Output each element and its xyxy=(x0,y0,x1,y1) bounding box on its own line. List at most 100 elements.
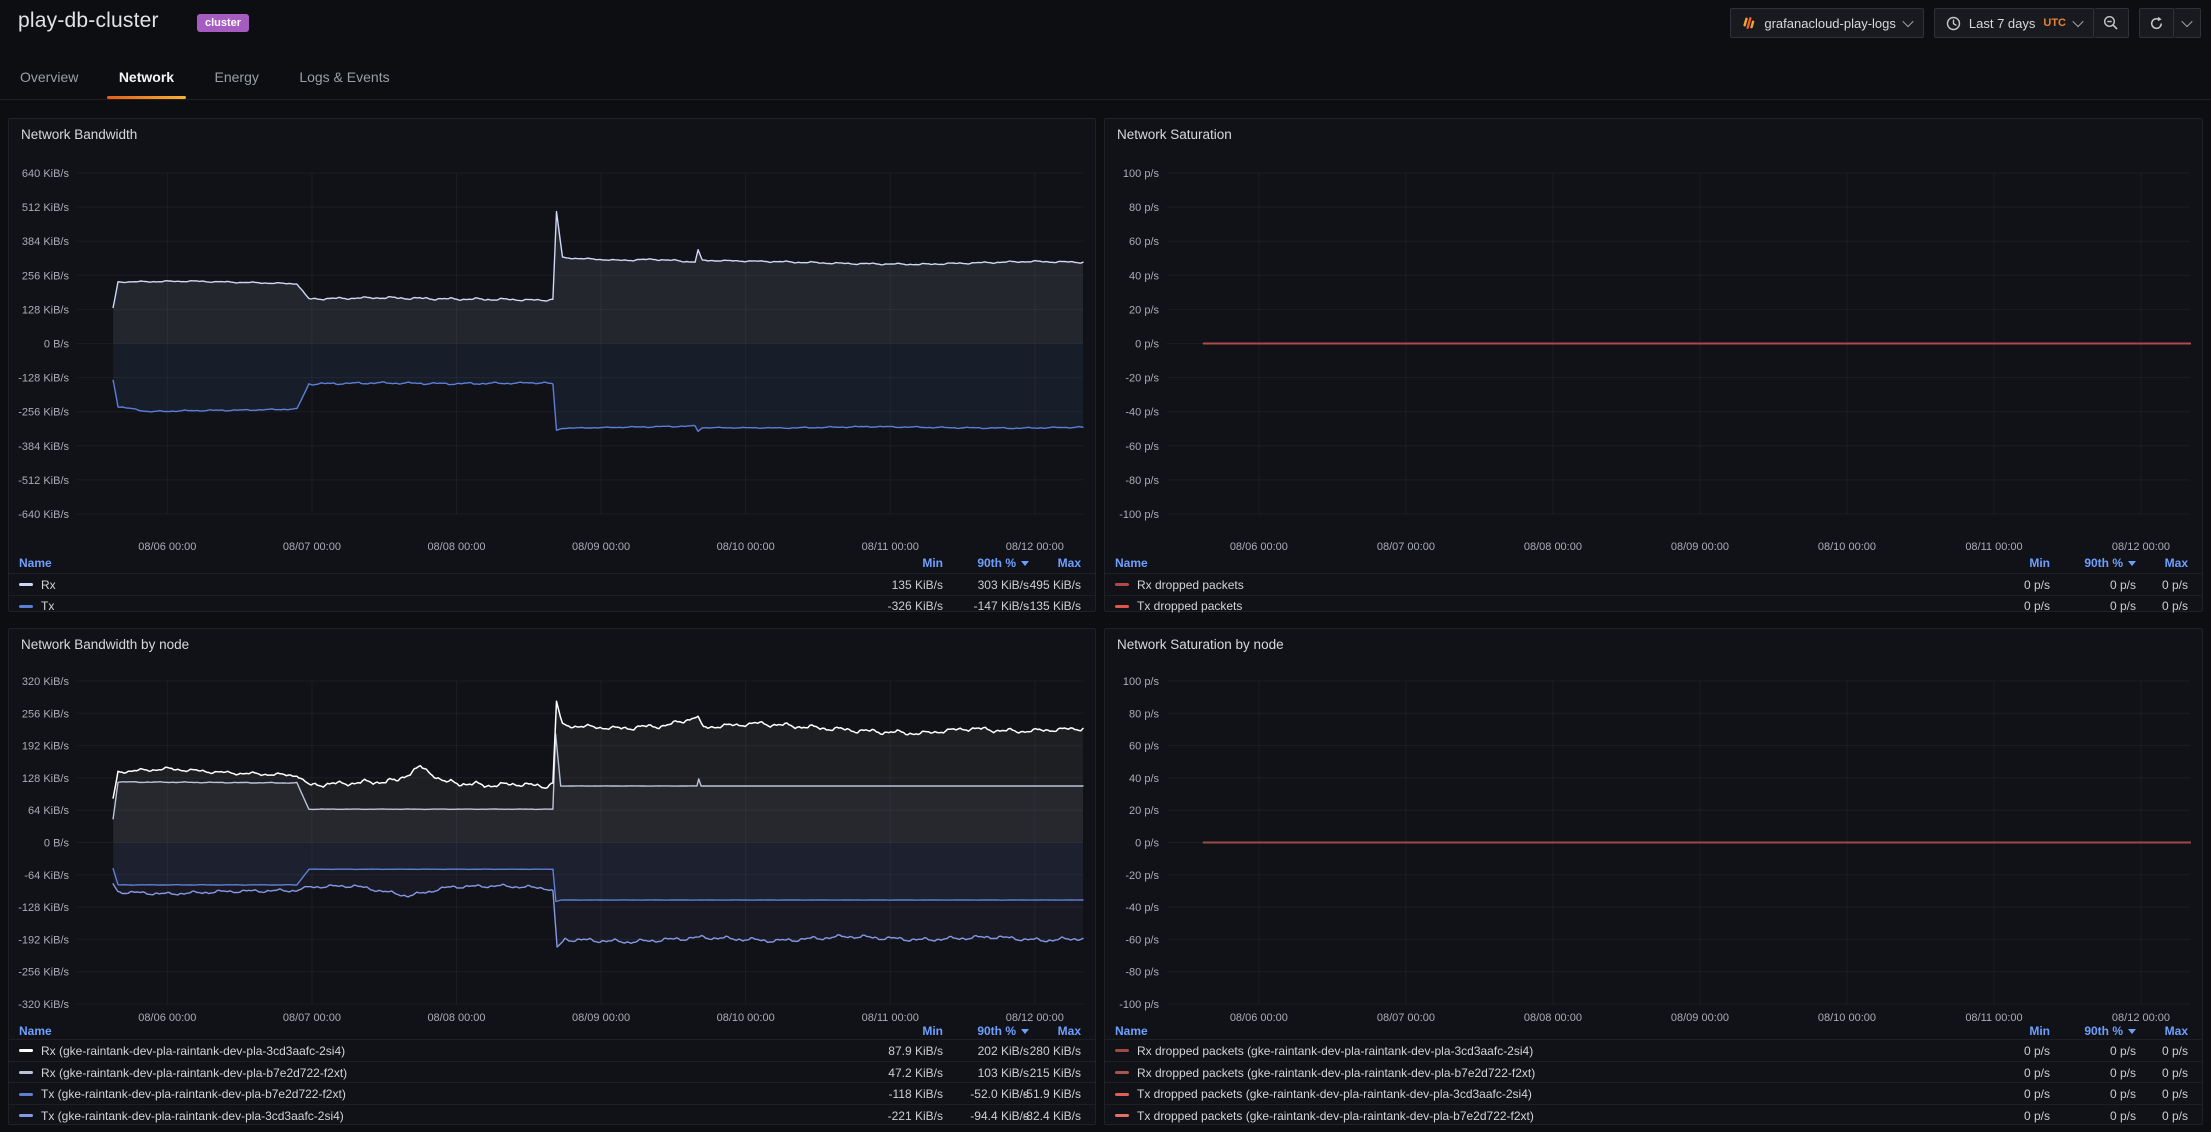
x-axis-tick-label: 08/09 00:00 xyxy=(1671,541,1729,553)
legend-sort-p90[interactable]: 90th % xyxy=(977,1024,1029,1038)
y-axis-tick-label: -256 KiB/s xyxy=(18,967,69,979)
y-axis-tick-label: -60 p/s xyxy=(1125,934,1159,946)
time-series-chart[interactable]: 100 p/s 80 p/s 60 p/s 40 p/s 20 p/s 0 p/s -20 … xyxy=(1105,119,2202,611)
time-range-label: Last 7 days xyxy=(1968,15,2036,31)
x-axis-tick-label: 08/11 00:00 xyxy=(862,1012,919,1024)
legend-item[interactable]: Rx dropped packets (gke-raintank-dev-pla… xyxy=(1105,1060,2202,1084)
legend-item[interactable]: Tx dropped packets (gke-raintank-dev-pla… xyxy=(1105,1082,2202,1105)
time-series-chart[interactable]: 100 p/s 80 p/s 60 p/s 40 p/s 20 p/s 0 p/s -20 … xyxy=(1105,629,2202,1124)
legend-item[interactable]: Rx (gke-raintank-dev-pla-raintank-dev-pl… xyxy=(9,1039,1095,1062)
x-axis-tick-label: 08/08 00:00 xyxy=(427,541,485,553)
legend-max-value: -135 KiB/s xyxy=(1025,599,1081,614)
legend-sort-max[interactable]: Max xyxy=(1057,556,1081,570)
datasource-name: grafanacloud-play-logs xyxy=(1764,15,1896,31)
legend: Name Min 90th % Max Rx dropped packets 0 p/s 0… xyxy=(1105,119,2202,613)
legend-max-value: 215 KiB/s xyxy=(1029,1065,1081,1080)
panel-title[interactable]: Network Bandwidth by node xyxy=(21,637,190,652)
legend-sort-min[interactable]: Min xyxy=(2029,556,2050,570)
legend-item[interactable]: Tx (gke-raintank-dev-pla-raintank-dev-pl… xyxy=(9,1082,1095,1105)
series-color-swatch xyxy=(1115,1092,1129,1096)
y-axis-tick-label: 0 p/s xyxy=(1135,339,1159,351)
legend-max-value: 0 p/s xyxy=(2161,599,2188,614)
time-series-chart[interactable]: 320 KiB/s 256 KiB/s 192 KiB/s 128 KiB/s 64 K… xyxy=(9,629,1095,1124)
legend-item[interactable]: Rx 135 KiB/s 303 KiB/s 495 KiB/s xyxy=(9,573,1095,596)
legend-sort-max[interactable]: Max xyxy=(2164,1024,2188,1038)
legend-item[interactable]: Rx dropped packets 0 p/s 0 p/s 0 p/s xyxy=(1105,573,2202,596)
sort-caret-icon xyxy=(2128,561,2136,566)
y-axis-tick-label: 256 KiB/s xyxy=(22,708,70,720)
series-line xyxy=(112,379,1084,433)
legend-item[interactable]: Tx dropped packets (gke-raintank-dev-pla… xyxy=(1105,1104,2202,1127)
cluster-tag[interactable]: cluster xyxy=(197,14,250,32)
legend: Name Min 90th % Max Rx (gke-raintank-dev-pla… xyxy=(9,629,1095,1124)
y-axis-tick-label: -80 p/s xyxy=(1125,967,1159,979)
legend-max-value: 0 p/s xyxy=(2161,1087,2188,1102)
legend-sort-p90[interactable]: 90th % xyxy=(977,556,1029,570)
time-range-picker[interactable]: Last 7 days UTC xyxy=(1933,8,2094,38)
legend-min-value: 0 p/s xyxy=(2023,1087,2050,1102)
panel-title[interactable]: Network Saturation by node xyxy=(1117,637,1284,652)
panel-network-bandwidth: Network Bandwidth 640 KiB/s 512 KiB/s 384 … xyxy=(8,118,1096,613)
x-axis-tick-label: 08/06 00:00 xyxy=(138,1012,196,1024)
legend-min-value: 0 p/s xyxy=(2023,599,2050,614)
series-label: Tx dropped packets (gke-raintank-dev-pla… xyxy=(1137,1108,1534,1123)
y-axis-tick-label: 20 p/s xyxy=(1129,304,1159,316)
x-axis-tick-label: 08/12 00:00 xyxy=(1006,1012,1064,1024)
legend-item[interactable]: Rx dropped packets (gke-raintank-dev-pla… xyxy=(1105,1039,2202,1062)
tab-overview[interactable]: Overview xyxy=(20,68,79,85)
legend-sort-max[interactable]: Max xyxy=(1057,1024,1081,1038)
time-series-chart[interactable]: 640 KiB/s 512 KiB/s 384 KiB/s 256 KiB/s 128 … xyxy=(9,119,1095,611)
panel-title[interactable]: Network Bandwidth xyxy=(21,127,138,142)
y-axis-tick-label: 0 B/s xyxy=(44,838,70,850)
legend-sort-min[interactable]: Min xyxy=(2029,1024,2050,1038)
legend-item[interactable]: Tx -326 KiB/s -147 KiB/s -135 KiB/s xyxy=(9,594,1095,618)
zoom-out-icon xyxy=(2103,15,2119,31)
legend-p90-value: 0 p/s xyxy=(2109,1087,2136,1102)
legend-max-value: 0 p/s xyxy=(2161,1108,2188,1123)
legend-sort-max[interactable]: Max xyxy=(2164,556,2188,570)
legend-min-value: -221 KiB/s xyxy=(887,1108,943,1123)
legend: Name Min 90th % Max Rx dropped packets (gke-… xyxy=(1105,629,2202,1124)
legend-sort-name[interactable]: Name xyxy=(19,1024,52,1038)
y-axis-tick-label: -128 KiB/s xyxy=(18,902,69,914)
legend-sort-min[interactable]: Min xyxy=(922,1024,943,1038)
legend-min-value: -326 KiB/s xyxy=(887,599,943,614)
legend-sort-name[interactable]: Name xyxy=(1115,556,1148,570)
zoom-out-button[interactable] xyxy=(2094,8,2129,38)
legend-sort-name[interactable]: Name xyxy=(19,556,52,570)
panel-title[interactable]: Network Saturation xyxy=(1117,127,1232,142)
legend-max-value: 280 KiB/s xyxy=(1029,1043,1081,1058)
legend-min-value: 47.2 KiB/s xyxy=(888,1065,943,1080)
tab-energy[interactable]: Energy xyxy=(214,68,259,85)
legend-p90-value: -147 KiB/s xyxy=(973,599,1029,614)
legend-item[interactable]: Rx (gke-raintank-dev-pla-raintank-dev-pl… xyxy=(9,1060,1095,1084)
y-axis-tick-label: 40 p/s xyxy=(1129,270,1159,282)
x-axis-tick-label: 08/12 00:00 xyxy=(1006,541,1064,553)
legend-item[interactable]: Tx dropped packets 0 p/s 0 p/s 0 p/s xyxy=(1105,594,2202,618)
y-axis-tick-label: 40 p/s xyxy=(1129,773,1159,785)
page-title: play-db-cluster xyxy=(18,9,159,32)
series-color-swatch xyxy=(19,1114,33,1118)
x-axis-tick-label: 08/11 00:00 xyxy=(1965,541,2022,553)
legend-sort-name[interactable]: Name xyxy=(1115,1024,1148,1038)
legend-item[interactable]: Tx (gke-raintank-dev-pla-raintank-dev-pl… xyxy=(9,1104,1095,1127)
tab-logs-events[interactable]: Logs & Events xyxy=(299,68,390,85)
chart-canvas: 100 p/s 80 p/s 60 p/s 40 p/s 20 p/s 0 p/s -20 … xyxy=(1119,676,2191,1024)
legend-sort-min[interactable]: Min xyxy=(922,556,943,570)
series-color-swatch xyxy=(19,583,33,587)
x-axis-tick-label: 08/07 00:00 xyxy=(1377,1012,1435,1024)
legend-p90-value: 0 p/s xyxy=(2109,1065,2136,1080)
series-color-swatch xyxy=(19,1071,33,1075)
legend-sort-p90[interactable]: 90th % xyxy=(2084,1024,2136,1038)
chevron-down-icon xyxy=(2181,15,2193,28)
chart-canvas: 640 KiB/s 512 KiB/s 384 KiB/s 256 KiB/s 128 … xyxy=(18,168,1084,553)
y-axis-tick-label: 320 KiB/s xyxy=(22,676,70,688)
refresh-interval-dropdown[interactable] xyxy=(2174,8,2201,38)
legend-max-value: -82.4 KiB/s xyxy=(1022,1108,1081,1123)
refresh-button[interactable] xyxy=(2139,8,2174,38)
tab-network[interactable]: Network xyxy=(105,54,188,99)
legend-min-value: -118 KiB/s xyxy=(888,1087,943,1102)
y-axis-tick-label: 64 KiB/s xyxy=(28,805,69,817)
datasource-picker[interactable]: grafanacloud-play-logs xyxy=(1730,8,1924,38)
legend-sort-p90[interactable]: 90th % xyxy=(2084,556,2136,570)
